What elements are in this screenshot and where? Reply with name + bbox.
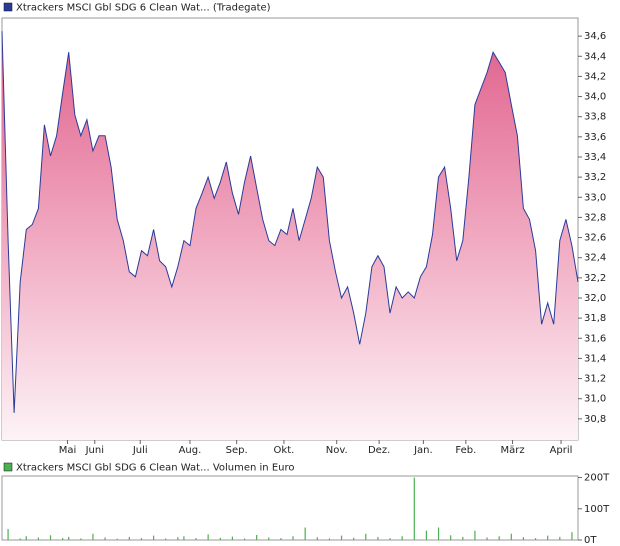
volume-bar — [116, 538, 118, 540]
volume-bar — [547, 535, 549, 540]
volume-bar — [437, 527, 440, 540]
volume-bar — [268, 537, 270, 540]
y-tick-label: 34,6 — [584, 31, 606, 42]
volume-bar — [353, 537, 355, 540]
legend-label: Xtrackers MSCI Gbl SDG 6 Clean Wat... Vo… — [16, 463, 295, 474]
volume-bar — [152, 535, 155, 540]
y-tick-label: 33,2 — [584, 172, 606, 183]
y-tick-label: 30,8 — [584, 414, 606, 425]
volume-bar — [165, 538, 167, 540]
volume-bar — [195, 538, 197, 540]
y-tick-label: 31,0 — [584, 394, 606, 405]
volume-bar — [177, 537, 179, 540]
volume-bar — [328, 538, 331, 540]
volume-bar — [243, 538, 246, 540]
price-area — [2, 31, 578, 440]
volume-bar — [68, 536, 70, 540]
volume-bar — [207, 534, 209, 540]
y-tick-label: 31,8 — [584, 313, 606, 324]
volume-bar — [340, 535, 343, 540]
x-tick-label: Mai — [59, 445, 77, 456]
volume-bar — [498, 536, 500, 540]
x-tick-label: Juni — [85, 445, 104, 456]
price-line — [1, 31, 579, 413]
volume-bar — [365, 533, 367, 540]
volume-bar — [183, 536, 185, 540]
volume-bar — [522, 537, 525, 540]
volume-bar — [389, 538, 391, 540]
volume-bar — [231, 536, 233, 540]
x-tick-label: Feb. — [455, 445, 476, 456]
y-tick-label: 31,4 — [584, 353, 606, 364]
volume-bar — [37, 537, 39, 540]
plot-frame — [1, 475, 579, 541]
x-tick-label: Aug. — [179, 445, 202, 456]
volume-bar — [256, 535, 258, 540]
legend-swatch — [3, 2, 13, 12]
volume-bar — [425, 530, 428, 540]
y-tick-label: 32,4 — [584, 253, 606, 264]
y-tick-label: 32,0 — [584, 293, 606, 304]
volume-bar — [304, 527, 306, 540]
volume-bar — [486, 537, 488, 540]
y-tick-label: 34,0 — [584, 92, 606, 103]
y-tick-label: 32,6 — [584, 233, 606, 244]
legend-swatch — [3, 462, 13, 472]
volume-bar — [413, 477, 415, 540]
y-tick-label: 31,2 — [584, 374, 606, 385]
volume-bar — [292, 536, 294, 540]
volume-bar — [49, 535, 52, 540]
x-tick-label: März — [500, 445, 524, 456]
volume-bar — [104, 537, 106, 540]
y-tick-label: 200T — [584, 473, 610, 484]
volume-bar — [140, 538, 143, 540]
volume-bar — [571, 532, 573, 540]
y-tick-label: 33,0 — [584, 192, 606, 203]
x-tick-label: Juli — [132, 445, 148, 456]
volume-bar — [462, 536, 464, 540]
volume-bar — [401, 536, 403, 540]
volume-bar — [377, 536, 379, 540]
volume-bar — [510, 533, 512, 540]
volume-bar — [7, 529, 9, 540]
volume-bar — [450, 535, 452, 540]
y-tick-label: 33,4 — [584, 152, 606, 163]
volume-bar — [19, 538, 21, 540]
x-tick-label: Sep. — [226, 445, 248, 456]
x-tick-label: Nov. — [326, 445, 348, 456]
y-tick-label: 33,6 — [584, 132, 606, 143]
y-tick-label: 31,6 — [584, 333, 606, 344]
volume-bar — [219, 537, 221, 540]
volume-bar — [534, 538, 537, 540]
price-panel: 30,8 31,0 31,2 31,4 31,6 31,8 32,0 32,2 32,4 32,6… — [1, 17, 606, 456]
volume-bar — [280, 538, 282, 540]
volume-bar — [80, 538, 82, 540]
volume-bar — [559, 536, 561, 540]
volume-bar — [128, 536, 130, 540]
volume-bar — [316, 537, 318, 540]
y-tick-label: 100T — [584, 504, 610, 515]
y-tick-label: 34,4 — [584, 51, 606, 62]
volume-bar — [474, 530, 476, 540]
volume-bar — [62, 538, 64, 540]
y-tick-label: 34,2 — [584, 71, 606, 82]
y-tick-label: 33,8 — [584, 112, 606, 123]
y-tick-label: 0T — [584, 535, 597, 546]
volume-bar — [25, 536, 27, 540]
y-tick-label: 32,2 — [584, 273, 606, 284]
volume-bar — [92, 533, 94, 540]
x-tick-label: April — [550, 445, 573, 456]
legend-label: Xtrackers MSCI Gbl SDG 6 Clean Wat... (T… — [16, 3, 271, 14]
x-tick-label: Jan. — [413, 445, 433, 456]
x-tick-label: Okt. — [274, 445, 295, 456]
x-tick-label: Dez. — [368, 445, 390, 456]
volume-panel: 0T 100T 200T — [1, 473, 610, 546]
y-tick-label: 32,8 — [584, 212, 606, 223]
